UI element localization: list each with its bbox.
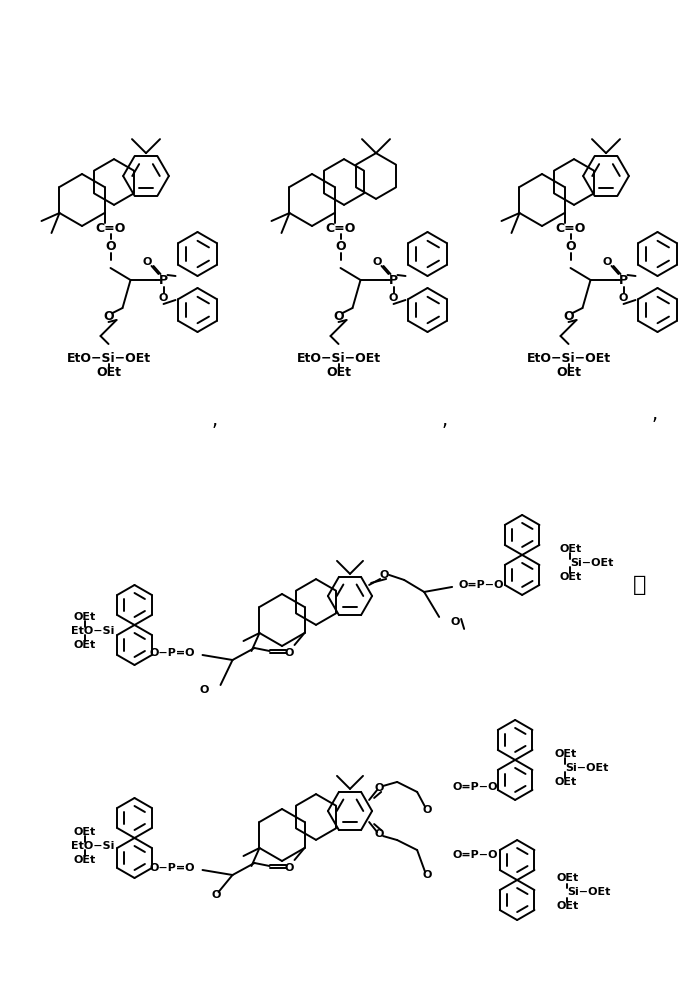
Text: OEt: OEt — [73, 827, 96, 837]
Text: O: O — [105, 239, 116, 252]
Text: O: O — [619, 293, 628, 303]
Text: O: O — [159, 293, 168, 303]
Text: ,: , — [442, 410, 448, 430]
Text: O: O — [333, 310, 344, 322]
Text: O=P−O: O=P−O — [458, 580, 503, 590]
Text: O=P−O: O=P−O — [452, 850, 498, 860]
Text: O: O — [103, 310, 114, 322]
Text: ,: , — [652, 406, 658, 424]
Text: EtO−Si−OEt: EtO−Si−OEt — [296, 352, 380, 364]
Text: OEt: OEt — [73, 855, 96, 865]
Text: OEt: OEt — [73, 640, 96, 650]
Text: O: O — [200, 685, 209, 695]
Text: EtO−Si: EtO−Si — [70, 841, 114, 851]
Text: OEt: OEt — [73, 612, 96, 622]
Text: O: O — [565, 239, 576, 252]
Text: EtO−Si−OEt: EtO−Si−OEt — [527, 352, 611, 364]
Text: O−P=O: O−P=O — [149, 648, 194, 658]
Text: O: O — [373, 257, 382, 267]
Text: O: O — [423, 805, 432, 815]
Text: Si−OEt: Si−OEt — [567, 887, 611, 897]
Text: OEt: OEt — [556, 901, 578, 911]
Text: O: O — [563, 310, 574, 322]
Text: OEt: OEt — [556, 873, 578, 883]
Text: O: O — [451, 617, 460, 627]
Text: OEt: OEt — [559, 544, 581, 554]
Text: OEt: OEt — [326, 365, 351, 378]
Text: O: O — [212, 890, 221, 900]
Text: O−P=O: O−P=O — [149, 863, 194, 873]
Text: OEt: OEt — [96, 365, 121, 378]
Text: C=O: C=O — [95, 222, 126, 234]
Text: O: O — [389, 293, 398, 303]
Text: O=P−O: O=P−O — [452, 782, 498, 792]
Text: P: P — [619, 273, 628, 286]
Text: 或: 或 — [633, 575, 646, 595]
Text: Si−OEt: Si−OEt — [565, 763, 609, 773]
Text: OEt: OEt — [554, 777, 576, 787]
Text: O: O — [374, 783, 384, 793]
Text: O: O — [335, 239, 346, 252]
Text: O: O — [380, 570, 389, 580]
Text: C=O: C=O — [555, 222, 586, 234]
Text: P: P — [159, 273, 168, 286]
Text: OEt: OEt — [559, 572, 581, 582]
Text: OEt: OEt — [556, 365, 581, 378]
Text: OEt: OEt — [554, 749, 576, 759]
Text: C=O: C=O — [326, 222, 356, 234]
Text: O: O — [285, 863, 294, 873]
Text: O: O — [374, 829, 384, 839]
Text: O: O — [603, 257, 612, 267]
Text: P: P — [389, 273, 398, 286]
Text: EtO−Si−OEt: EtO−Si−OEt — [66, 352, 150, 364]
Text: O: O — [423, 870, 432, 880]
Text: O: O — [143, 257, 153, 267]
Text: O: O — [285, 648, 294, 658]
Text: EtO−Si: EtO−Si — [70, 626, 114, 636]
Text: ,: , — [212, 410, 218, 430]
Text: Si−OEt: Si−OEt — [570, 558, 614, 568]
